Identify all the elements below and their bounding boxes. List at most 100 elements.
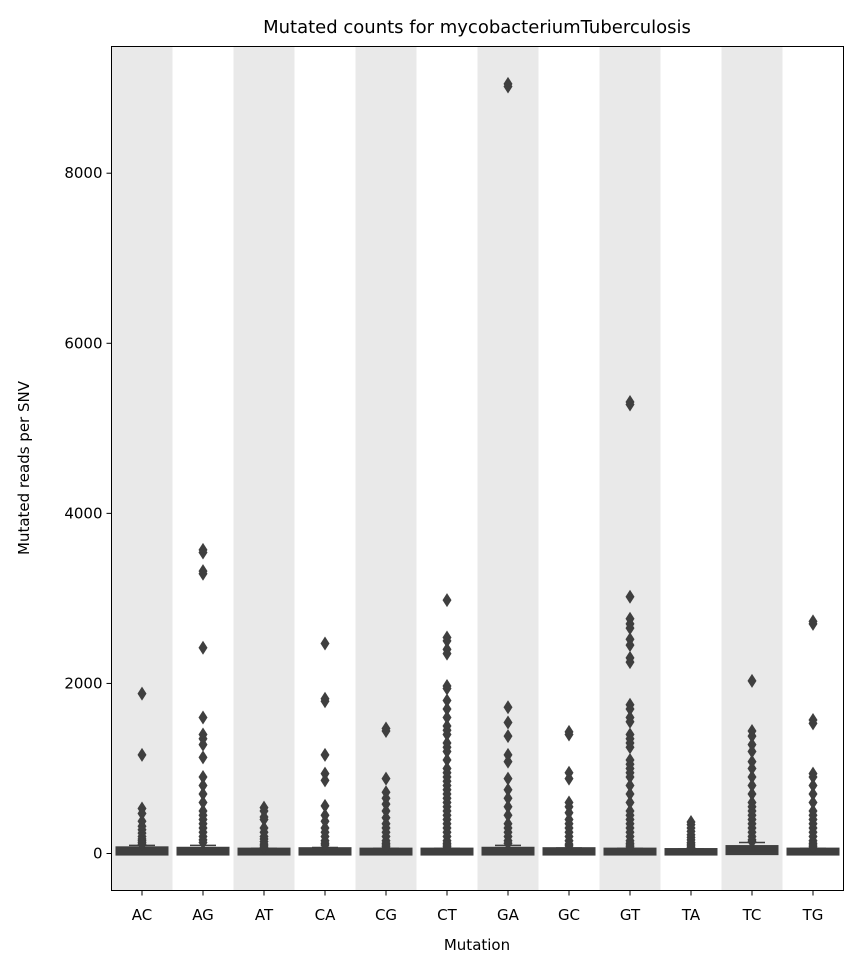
- outlier-point: [625, 397, 635, 412]
- outlier-point: [381, 771, 391, 786]
- outlier-point: [442, 752, 452, 767]
- box-group-CA: [298, 636, 352, 856]
- x-tick-label: GC: [558, 906, 580, 924]
- box-group-TG: [786, 614, 840, 856]
- outlier-point: [442, 727, 452, 742]
- outlier-point: [564, 771, 574, 786]
- outlier-point: [137, 837, 147, 852]
- outlier-point: [808, 769, 818, 784]
- outlier-point: [198, 545, 208, 560]
- band-AT: [233, 46, 295, 891]
- box-group-CG: [359, 721, 413, 856]
- x-tick-label: CG: [375, 906, 397, 924]
- x-tick-label: CA: [315, 906, 336, 924]
- outlier-point: [747, 769, 757, 784]
- x-tick-label: CT: [437, 906, 457, 924]
- outlier-point: [198, 566, 208, 581]
- outlier-point: [320, 636, 330, 651]
- outlier-point: [320, 694, 330, 709]
- outlier-point: [625, 740, 635, 755]
- outlier-point: [442, 646, 452, 661]
- y-tick-label: 4000: [64, 504, 102, 522]
- box-group-CT: [420, 593, 474, 856]
- outlier-point: [503, 754, 513, 769]
- outlier-point: [137, 686, 147, 701]
- outlier-point: [381, 724, 391, 739]
- outlier-point: [503, 799, 513, 814]
- outlier-point: [747, 778, 757, 793]
- outlier-point: [442, 693, 452, 708]
- boxes-layer: [115, 76, 840, 856]
- x-tick-label: AC: [132, 906, 152, 924]
- outlier-point: [503, 729, 513, 744]
- outlier-point: [625, 589, 635, 604]
- outlier-point: [625, 778, 635, 793]
- outlier-point: [198, 737, 208, 752]
- outlier-point: [442, 701, 452, 716]
- plot-frame: [111, 46, 844, 891]
- x-tick-label: AG: [192, 906, 214, 924]
- outlier-point: [503, 791, 513, 806]
- outlier-point: [198, 795, 208, 810]
- y-tick-label: 8000: [64, 164, 102, 182]
- outlier-point: [747, 729, 757, 744]
- outlier-point: [808, 778, 818, 793]
- outlier-point: [808, 716, 818, 731]
- chart-title: Mutated counts for mycobacteriumTubercul…: [263, 17, 691, 38]
- outlier-point: [198, 835, 208, 850]
- outlier-point: [503, 715, 513, 730]
- outlier-point: [503, 79, 513, 94]
- outlier-point: [747, 786, 757, 801]
- band-CG: [355, 46, 417, 891]
- outlier-point: [381, 839, 391, 854]
- box-group-GT: [603, 394, 657, 856]
- outlier-point: [442, 839, 452, 854]
- outlier-point: [320, 838, 330, 853]
- outlier-point: [503, 700, 513, 715]
- outlier-point: [442, 593, 452, 608]
- x-tick-label: GT: [620, 906, 641, 924]
- outlier-point: [198, 778, 208, 793]
- x-axis-label: Mutation: [444, 936, 510, 954]
- box-group-TC: [725, 673, 779, 856]
- outlier-point: [625, 638, 635, 653]
- outlier-point: [442, 744, 452, 759]
- box-group-AT: [237, 800, 291, 856]
- outlier-point: [747, 744, 757, 759]
- y-tick-label: 2000: [64, 674, 102, 692]
- outlier-point: [442, 681, 452, 696]
- box-group-GA: [481, 76, 535, 856]
- x-axis: AC AG AT CA CG CT GA GC GT TA TC TG: [132, 890, 823, 924]
- outlier-point: [259, 812, 269, 827]
- outlier-point: [747, 673, 757, 688]
- outlier-point: [320, 798, 330, 813]
- outlier-point: [198, 640, 208, 655]
- outlier-point: [808, 786, 818, 801]
- y-axis-label: Mutated reads per SNV: [15, 380, 33, 555]
- outlier-point: [747, 834, 757, 849]
- outlier-point: [564, 727, 574, 742]
- outlier-point: [503, 771, 513, 786]
- outlier-point: [137, 806, 147, 821]
- outlier-point: [320, 747, 330, 762]
- outlier-point: [198, 786, 208, 801]
- outlier-point: [198, 750, 208, 765]
- outlier-point: [686, 840, 696, 855]
- outlier-point: [747, 761, 757, 776]
- outlier-point: [625, 769, 635, 784]
- box-group-GC: [542, 724, 596, 856]
- x-tick-label: AT: [255, 906, 274, 924]
- outlier-point: [320, 773, 330, 788]
- x-tick-label: TC: [742, 906, 762, 924]
- outlier-point: [625, 795, 635, 810]
- x-tick-label: GA: [497, 906, 520, 924]
- outlier-point: [625, 714, 635, 729]
- y-tick-label: 6000: [64, 334, 102, 352]
- outlier-point: [808, 616, 818, 631]
- outlier-point: [625, 786, 635, 801]
- box-group-TA: [664, 815, 718, 856]
- outlier-point: [442, 710, 452, 725]
- box-group-AG: [176, 542, 230, 856]
- outlier-point: [503, 782, 513, 797]
